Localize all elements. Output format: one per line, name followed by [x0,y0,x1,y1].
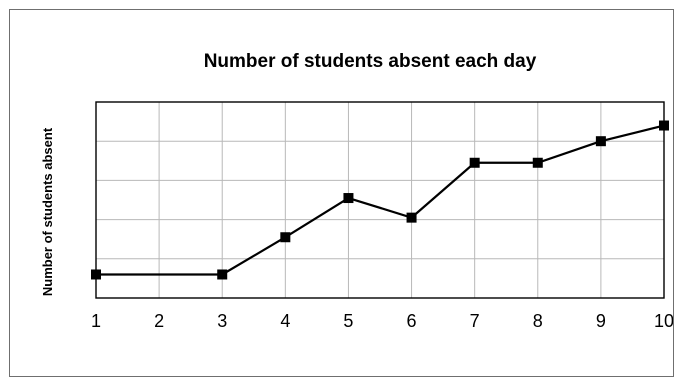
data-point-marker [469,157,480,168]
chart-frame: Number of students absent each day Numbe… [9,9,674,377]
data-point-marker [280,232,291,243]
series [91,120,669,280]
x-tick-label: 10 [654,311,673,331]
data-point-marker [595,136,606,147]
x-tick-label: 7 [470,311,480,331]
x-tick-label: 8 [533,311,543,331]
x-tick-label: 2 [154,311,164,331]
x-axis-ticks: 1 2 3 4 5 6 7 8 9 10 [91,311,673,331]
x-tick-label: 5 [343,311,353,331]
line-chart: Number of students absent each day Numbe… [40,51,673,331]
data-point-marker [343,193,354,204]
x-tick-label: 6 [407,311,417,331]
data-point-marker [532,157,543,168]
data-point-marker [406,212,417,223]
grid [96,102,664,298]
x-tick-label: 3 [217,311,227,331]
x-tick-label: 9 [596,311,606,331]
data-point-marker [659,120,669,131]
data-point-marker [217,269,228,280]
series-line [96,124,665,276]
x-tick-label: 1 [91,311,101,331]
plot-area [95,101,665,299]
chart-title: Number of students absent each day [204,51,537,72]
data-point-marker [91,269,101,280]
y-axis-label: Number of students absent [40,127,55,296]
x-tick-label: 4 [280,311,290,331]
